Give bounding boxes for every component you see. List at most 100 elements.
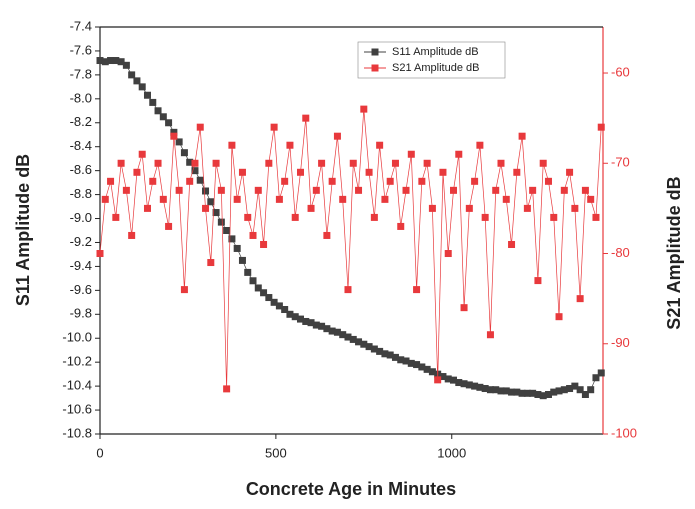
marker [344, 286, 352, 294]
marker [460, 304, 468, 312]
marker [376, 141, 384, 149]
marker [502, 387, 510, 395]
marker [434, 376, 442, 384]
marker [122, 186, 130, 194]
series-line [99, 109, 602, 389]
marker [107, 57, 115, 65]
y2-tick-label: -100 [611, 425, 637, 440]
marker [107, 177, 115, 185]
marker [376, 347, 384, 355]
marker [212, 159, 220, 167]
marker [307, 204, 315, 212]
x-tick-label: 0 [96, 445, 103, 460]
marker [296, 315, 304, 323]
marker [529, 186, 537, 194]
marker [550, 213, 558, 221]
marker [455, 150, 463, 158]
marker [566, 168, 574, 176]
marker [270, 123, 278, 131]
y2-tick-label: -60 [611, 64, 630, 79]
x-axis-title: Concrete Age in Minutes [246, 479, 456, 499]
marker [407, 359, 415, 367]
marker [207, 259, 215, 267]
marker [513, 168, 521, 176]
marker [587, 195, 595, 203]
marker [228, 235, 236, 243]
marker [286, 141, 294, 149]
marker [539, 159, 547, 167]
marker [117, 58, 125, 66]
marker [202, 204, 210, 212]
marker [286, 310, 294, 318]
y-axis-title: S11 Amplitude dB [13, 154, 33, 306]
marker [581, 186, 589, 194]
y-tick-label: -8.8 [70, 186, 92, 201]
marker [566, 385, 574, 393]
marker [318, 322, 326, 330]
marker [386, 351, 394, 359]
marker [138, 83, 146, 91]
marker [186, 177, 194, 185]
y-tick-label: -8.4 [70, 138, 92, 153]
marker [207, 198, 215, 206]
marker [576, 295, 584, 303]
marker [270, 298, 278, 306]
marker [291, 313, 299, 321]
marker [323, 231, 331, 239]
marker [170, 128, 178, 136]
marker [159, 113, 167, 121]
marker [328, 177, 336, 185]
marker [550, 388, 558, 396]
marker [112, 57, 120, 65]
marker [592, 374, 600, 382]
marker [502, 195, 510, 203]
marker [96, 57, 104, 65]
marker [217, 218, 225, 226]
marker [391, 159, 399, 167]
marker [492, 186, 500, 194]
y-tick-label: -7.4 [70, 18, 92, 33]
marker [476, 383, 484, 391]
marker [471, 382, 479, 390]
marker [529, 389, 537, 397]
marker [312, 186, 320, 194]
marker [233, 195, 241, 203]
marker [296, 168, 304, 176]
legend-label: S21 Amplitude dB [392, 62, 479, 74]
marker [397, 222, 405, 230]
marker [180, 149, 188, 157]
marker [402, 357, 410, 365]
marker [265, 294, 273, 302]
marker [260, 289, 268, 297]
marker [576, 386, 584, 394]
marker [471, 177, 479, 185]
marker [154, 159, 162, 167]
marker [244, 268, 252, 276]
y-tick-label: -10.6 [62, 401, 92, 416]
y-tick-label: -10.2 [62, 354, 92, 369]
marker [202, 187, 210, 195]
marker [112, 213, 120, 221]
legend-marker [371, 64, 379, 72]
marker [587, 386, 595, 394]
marker [518, 389, 526, 397]
marker [439, 373, 447, 381]
marker [291, 213, 299, 221]
marker [275, 302, 283, 310]
marker [597, 123, 605, 131]
marker [560, 186, 568, 194]
y2-tick-label: -90 [611, 335, 630, 350]
marker [407, 150, 415, 158]
marker [360, 340, 368, 348]
marker [523, 389, 531, 397]
marker [175, 138, 183, 146]
marker [244, 213, 252, 221]
marker [544, 390, 552, 398]
marker [281, 306, 289, 314]
marker [333, 328, 341, 336]
y-tick-label: -9.2 [70, 234, 92, 249]
marker [196, 123, 204, 131]
marker [397, 356, 405, 364]
marker [571, 204, 579, 212]
